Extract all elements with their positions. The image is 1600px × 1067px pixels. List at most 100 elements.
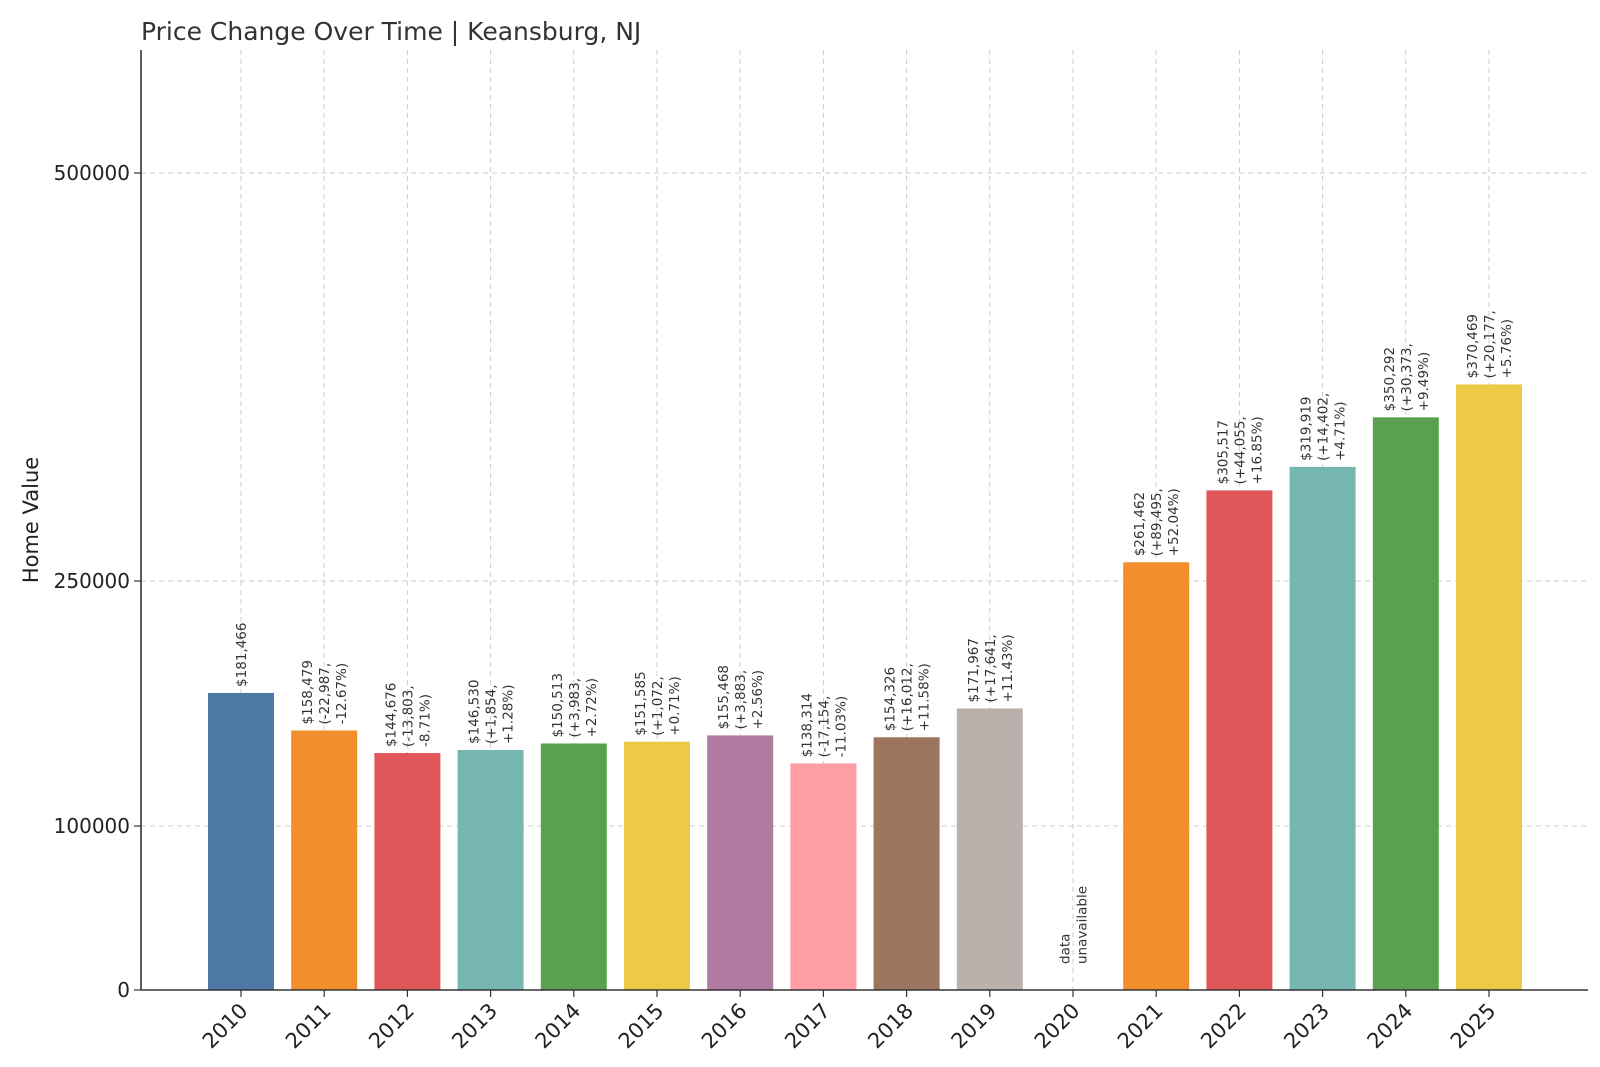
bar-label-line: (+1,072, — [650, 676, 666, 736]
x-tick-label: 2023 — [1279, 999, 1334, 1054]
bar-label-line: +4.71%) — [1333, 401, 1349, 460]
bar-label-line: data — [1058, 934, 1074, 964]
bar-value-label: $155,468 (+3,883, +2.56%) — [716, 665, 766, 729]
bar-label-line: $171,967 — [966, 638, 982, 702]
bar-value-label: $151,585 (+1,072, +0.71%) — [633, 671, 683, 735]
bar-label-line: (+44,055, — [1232, 416, 1248, 484]
bar-label-line: -11.03%) — [833, 696, 849, 758]
bar — [790, 763, 857, 990]
bar-label-line: (+17,641, — [983, 634, 999, 702]
x-tick-label: 2025 — [1446, 999, 1501, 1054]
bar-label-line: (+89,495, — [1149, 488, 1165, 556]
bar-label-line: $144,676 — [383, 683, 399, 747]
bar-label-line: +5.76%) — [1499, 319, 1515, 378]
x-tick-label: 2022 — [1196, 999, 1251, 1054]
bar — [1289, 466, 1356, 990]
bar-label-line: +0.71%) — [667, 676, 683, 735]
bar — [540, 743, 607, 990]
x-tick-label: 2021 — [1113, 999, 1168, 1054]
bar-label-line: (+20,177, — [1482, 310, 1498, 378]
y-tick-label: 500000 — [54, 161, 130, 185]
x-tick-label: 2010 — [198, 999, 253, 1054]
bar-label-line: +1.28%) — [501, 685, 517, 744]
bar-label-line: $155,468 — [716, 665, 732, 729]
bar-value-label: $146,530 (+1,854, +1.28%) — [467, 680, 517, 744]
bar-label-line: $151,585 — [633, 671, 649, 735]
grid — [141, 50, 1588, 990]
bar-label-line: +11.43%) — [1000, 634, 1016, 702]
bar-value-label: $150,513 (+3,983, +2.72%) — [550, 673, 600, 737]
bars — [208, 384, 1522, 990]
bar-label-line: +11.58%) — [917, 663, 933, 731]
bar-label-line: (+30,373, — [1399, 343, 1415, 411]
bar — [707, 735, 774, 990]
bar-label-line: -8.71%) — [417, 694, 433, 747]
bar-label-line: +2.72%) — [584, 678, 600, 737]
bar-label-line: +16.85%) — [1249, 416, 1265, 484]
bar-label-line: $319,919 — [1299, 396, 1315, 460]
bar-label-line: -12.67%) — [334, 663, 350, 725]
bar-value-label: $158,479 (-22,987, -12.67%) — [300, 660, 350, 724]
bar-missing-label: data unavailable — [1058, 886, 1091, 964]
x-tick-label: 2020 — [1030, 999, 1085, 1054]
bar-label-line: $146,530 — [467, 680, 483, 744]
x-tick-label: 2018 — [863, 999, 918, 1054]
bar-label-line: (+16,012, — [900, 663, 916, 731]
bar-label-line: (+14,402, — [1316, 393, 1332, 461]
bar — [374, 753, 441, 990]
bar-value-label: $350,292 (+30,373, +9.49%) — [1382, 343, 1432, 411]
bar-label-line: (+3,983, — [567, 678, 583, 738]
bar-label-line: +2.56%) — [750, 670, 766, 729]
y-tick-label: 250000 — [54, 569, 130, 593]
bar-label-line: +9.49%) — [1416, 352, 1432, 411]
bar-value-label: $154,326 (+16,012, +11.58%) — [883, 663, 933, 731]
bar-label-line: (-13,803, — [400, 685, 416, 747]
bar-label-line: $158,479 — [300, 660, 316, 724]
bar-label-line: $138,314 — [799, 693, 815, 757]
bar-value-label: $181,466 — [234, 623, 250, 687]
bar-value-label: $305,517 (+44,055, +16.85%) — [1215, 416, 1265, 484]
bar — [956, 708, 1023, 990]
bar-label-line: (-22,987, — [317, 663, 333, 725]
bar — [873, 737, 940, 990]
bar — [1123, 562, 1190, 990]
y-tick-label: 0 — [117, 978, 130, 1002]
bar-label-line: $150,513 — [550, 673, 566, 737]
y-tick-label: 100000 — [54, 814, 130, 838]
y-axis-label: Home Value — [19, 457, 43, 583]
bar — [208, 692, 274, 990]
bar-labels: $181,466 $158,479 (-22,987, -12.67%) $144,67… — [234, 310, 1515, 964]
bar — [1206, 490, 1273, 990]
y-tick-labels: 0 100000 250000 500000 — [54, 161, 141, 1002]
bar — [1372, 417, 1439, 990]
x-tick-label: 2015 — [614, 999, 669, 1054]
x-tick-label: 2013 — [447, 999, 502, 1054]
bar-label-line: $261,462 — [1132, 492, 1148, 556]
chart-title: Price Change Over Time | Keansburg, NJ — [141, 17, 641, 46]
bar — [1456, 384, 1522, 990]
bar-label-line: +52.04%) — [1166, 488, 1182, 556]
x-tick-label: 2014 — [531, 999, 586, 1054]
bar — [291, 730, 358, 990]
x-tick-label: 2016 — [697, 999, 752, 1054]
bar-label-line: $370,469 — [1465, 314, 1481, 378]
bar-label-line: $350,292 — [1382, 347, 1398, 411]
bar — [457, 750, 524, 990]
bar-label-line: (-17,154, — [816, 696, 832, 758]
bar-value-label: $261,462 (+89,495, +52.04%) — [1132, 488, 1182, 556]
x-tick-label: 2019 — [947, 999, 1002, 1054]
bar-label-line: $154,326 — [883, 667, 899, 731]
bar-label-line: unavailable — [1075, 886, 1091, 964]
x-tick-label: 2024 — [1363, 999, 1418, 1054]
bar-label-line: (+1,854, — [484, 684, 500, 744]
bar-value-label: $171,967 (+17,641, +11.43%) — [966, 634, 1016, 702]
x-tick-label: 2017 — [780, 999, 835, 1054]
x-tick-label: 2011 — [281, 999, 336, 1054]
bar-value-label: $138,314 (-17,154, -11.03%) — [799, 693, 849, 757]
bar-label-line: (+3,883, — [733, 670, 749, 730]
bar-value-label: $319,919 (+14,402, +4.71%) — [1299, 393, 1349, 461]
x-tick-label: 2012 — [364, 999, 419, 1054]
bar-value-label: $370,469 (+20,177, +5.76%) — [1465, 310, 1515, 378]
